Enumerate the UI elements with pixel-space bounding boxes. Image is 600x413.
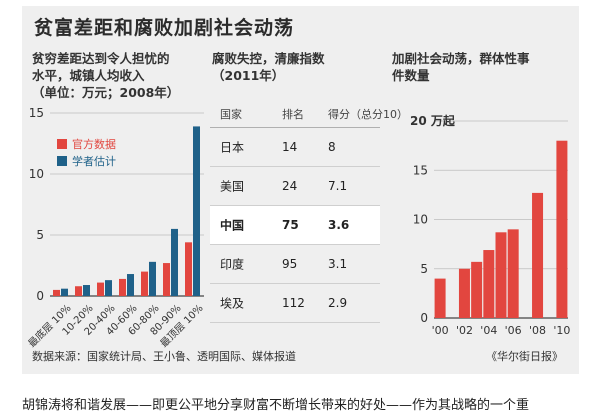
bar-scholar xyxy=(61,288,68,296)
bar-scholar xyxy=(105,280,112,296)
income-subtitle-line-2: 水平，城镇人均收入 xyxy=(32,68,145,83)
legend-label: 官方数据 xyxy=(72,137,116,151)
corruption-subtitle-line-2: （2011年） xyxy=(212,68,285,83)
row-country: 印度 xyxy=(220,257,245,272)
bar-events xyxy=(556,140,568,318)
legend-swatch xyxy=(57,156,67,166)
page-title: 贫富差距和腐败加剧社会动荡 xyxy=(34,17,295,39)
bar-events xyxy=(495,232,507,318)
bar-official xyxy=(53,289,60,296)
row-rank: 95 xyxy=(282,257,298,271)
y-tick-label: 5 xyxy=(36,228,44,242)
bar-events xyxy=(532,192,544,318)
row-score: 3.6 xyxy=(328,218,350,232)
unrest-subtitle-line-2: 件数量 xyxy=(392,68,430,83)
table-row-highlighted: 中国 75 3.6 xyxy=(210,206,380,245)
y-tick-label: 10 xyxy=(413,213,428,227)
legend-swatch xyxy=(57,139,67,149)
table-row: 美国 24 7.1 xyxy=(210,167,380,206)
y-tick-label: 15 xyxy=(413,163,428,177)
table-row: 印度 95 3.1 xyxy=(210,245,380,284)
bar-official xyxy=(97,282,104,296)
row-country: 日本 xyxy=(220,140,245,155)
publisher-credit: 《华尔街日报》 xyxy=(486,350,563,363)
unrest-subtitle-line-1: 加剧社会动荡，群体性事 xyxy=(392,51,530,66)
bar-official xyxy=(141,271,148,296)
bar-events xyxy=(458,268,470,318)
x-tick-label: '02 xyxy=(456,324,473,337)
bar-events xyxy=(507,229,519,318)
table-header: 国家 排名 得分（总分10） xyxy=(210,101,408,128)
bar-scholar xyxy=(83,285,90,296)
row-rank: 112 xyxy=(282,296,305,310)
bar-official xyxy=(185,242,192,296)
bar-scholar xyxy=(149,261,156,296)
header-rank: 排名 xyxy=(282,108,304,121)
y-tick-label: 0 xyxy=(420,311,428,325)
y-tick-label: 5 xyxy=(420,262,428,276)
row-country: 美国 xyxy=(220,179,245,194)
article-text: 胡锦涛将和谐发展——即更公平地分享财富不断增长带来的好处——作为其战略的一个重 xyxy=(22,398,530,413)
row-rank: 75 xyxy=(282,218,299,232)
row-rank: 14 xyxy=(282,140,298,154)
table-row: 埃及 112 2.9 xyxy=(210,284,380,323)
row-score: 3.1 xyxy=(328,257,348,271)
corruption-index-table: 国家 排名 得分（总分10） 日本 14 8 美国 24 7.1 中国 75 3… xyxy=(210,101,408,323)
y-tick-label: 0 xyxy=(36,289,44,303)
bar-official xyxy=(163,263,170,296)
bar-official xyxy=(119,278,126,296)
header-score: 得分（总分10） xyxy=(328,108,408,121)
row-rank: 24 xyxy=(282,179,298,193)
income-chart-subtitle: 贫穷差距达到令人担忧的 水平，城镇人均收入 （单位：万元；2008年） xyxy=(32,50,179,101)
bar-scholar xyxy=(171,228,178,296)
bar-scholar xyxy=(193,126,200,296)
data-source-note: 数据来源：国家统计局、王小鲁、透明国际、媒体报道 xyxy=(32,350,296,363)
x-tick-label: '04 xyxy=(480,324,497,337)
x-tick-label: '06 xyxy=(505,324,522,337)
corruption-subtitle: 腐败失控，清廉指数 （2011年） xyxy=(212,50,325,84)
y-tick-label: 10 xyxy=(29,167,44,181)
row-country: 中国 xyxy=(220,218,245,233)
unrest-subtitle: 加剧社会动荡，群体性事 件数量 xyxy=(392,50,530,84)
income-subtitle-line-3: （单位：万元；2008年） xyxy=(32,85,180,100)
corruption-subtitle-line-1: 腐败失控，清廉指数 xyxy=(212,51,325,66)
y-top-label: 20 万起 xyxy=(410,113,456,128)
legend-label: 学者估计 xyxy=(72,154,116,168)
row-score: 7.1 xyxy=(328,179,348,193)
bar-events xyxy=(483,250,495,318)
header-country: 国家 xyxy=(220,108,242,121)
income-subtitle-line-1: 贫穷差距达到令人担忧的 xyxy=(32,51,170,66)
table-row: 日本 14 8 xyxy=(210,128,380,167)
bar-scholar xyxy=(127,274,134,296)
row-score: 2.9 xyxy=(328,296,348,310)
row-score: 8 xyxy=(328,140,336,154)
bar-events xyxy=(434,278,446,318)
bar-official xyxy=(75,286,82,296)
infographic-card: 贫富差距和腐败加剧社会动荡 贫穷差距达到令人担忧的 水平，城镇人均收入 （单位：… xyxy=(22,6,579,374)
bar-events xyxy=(471,261,483,318)
x-tick-label: '08 xyxy=(529,324,546,337)
row-country: 埃及 xyxy=(220,296,245,311)
unrest-bar-chart: 0 5 10 15 20 万起 '00 '02 '04 '06 '08 '10 xyxy=(410,113,570,337)
y-tick-label: 15 xyxy=(29,106,44,120)
x-tick-label: '00 xyxy=(432,324,449,337)
x-tick-label: '10 xyxy=(553,324,570,337)
